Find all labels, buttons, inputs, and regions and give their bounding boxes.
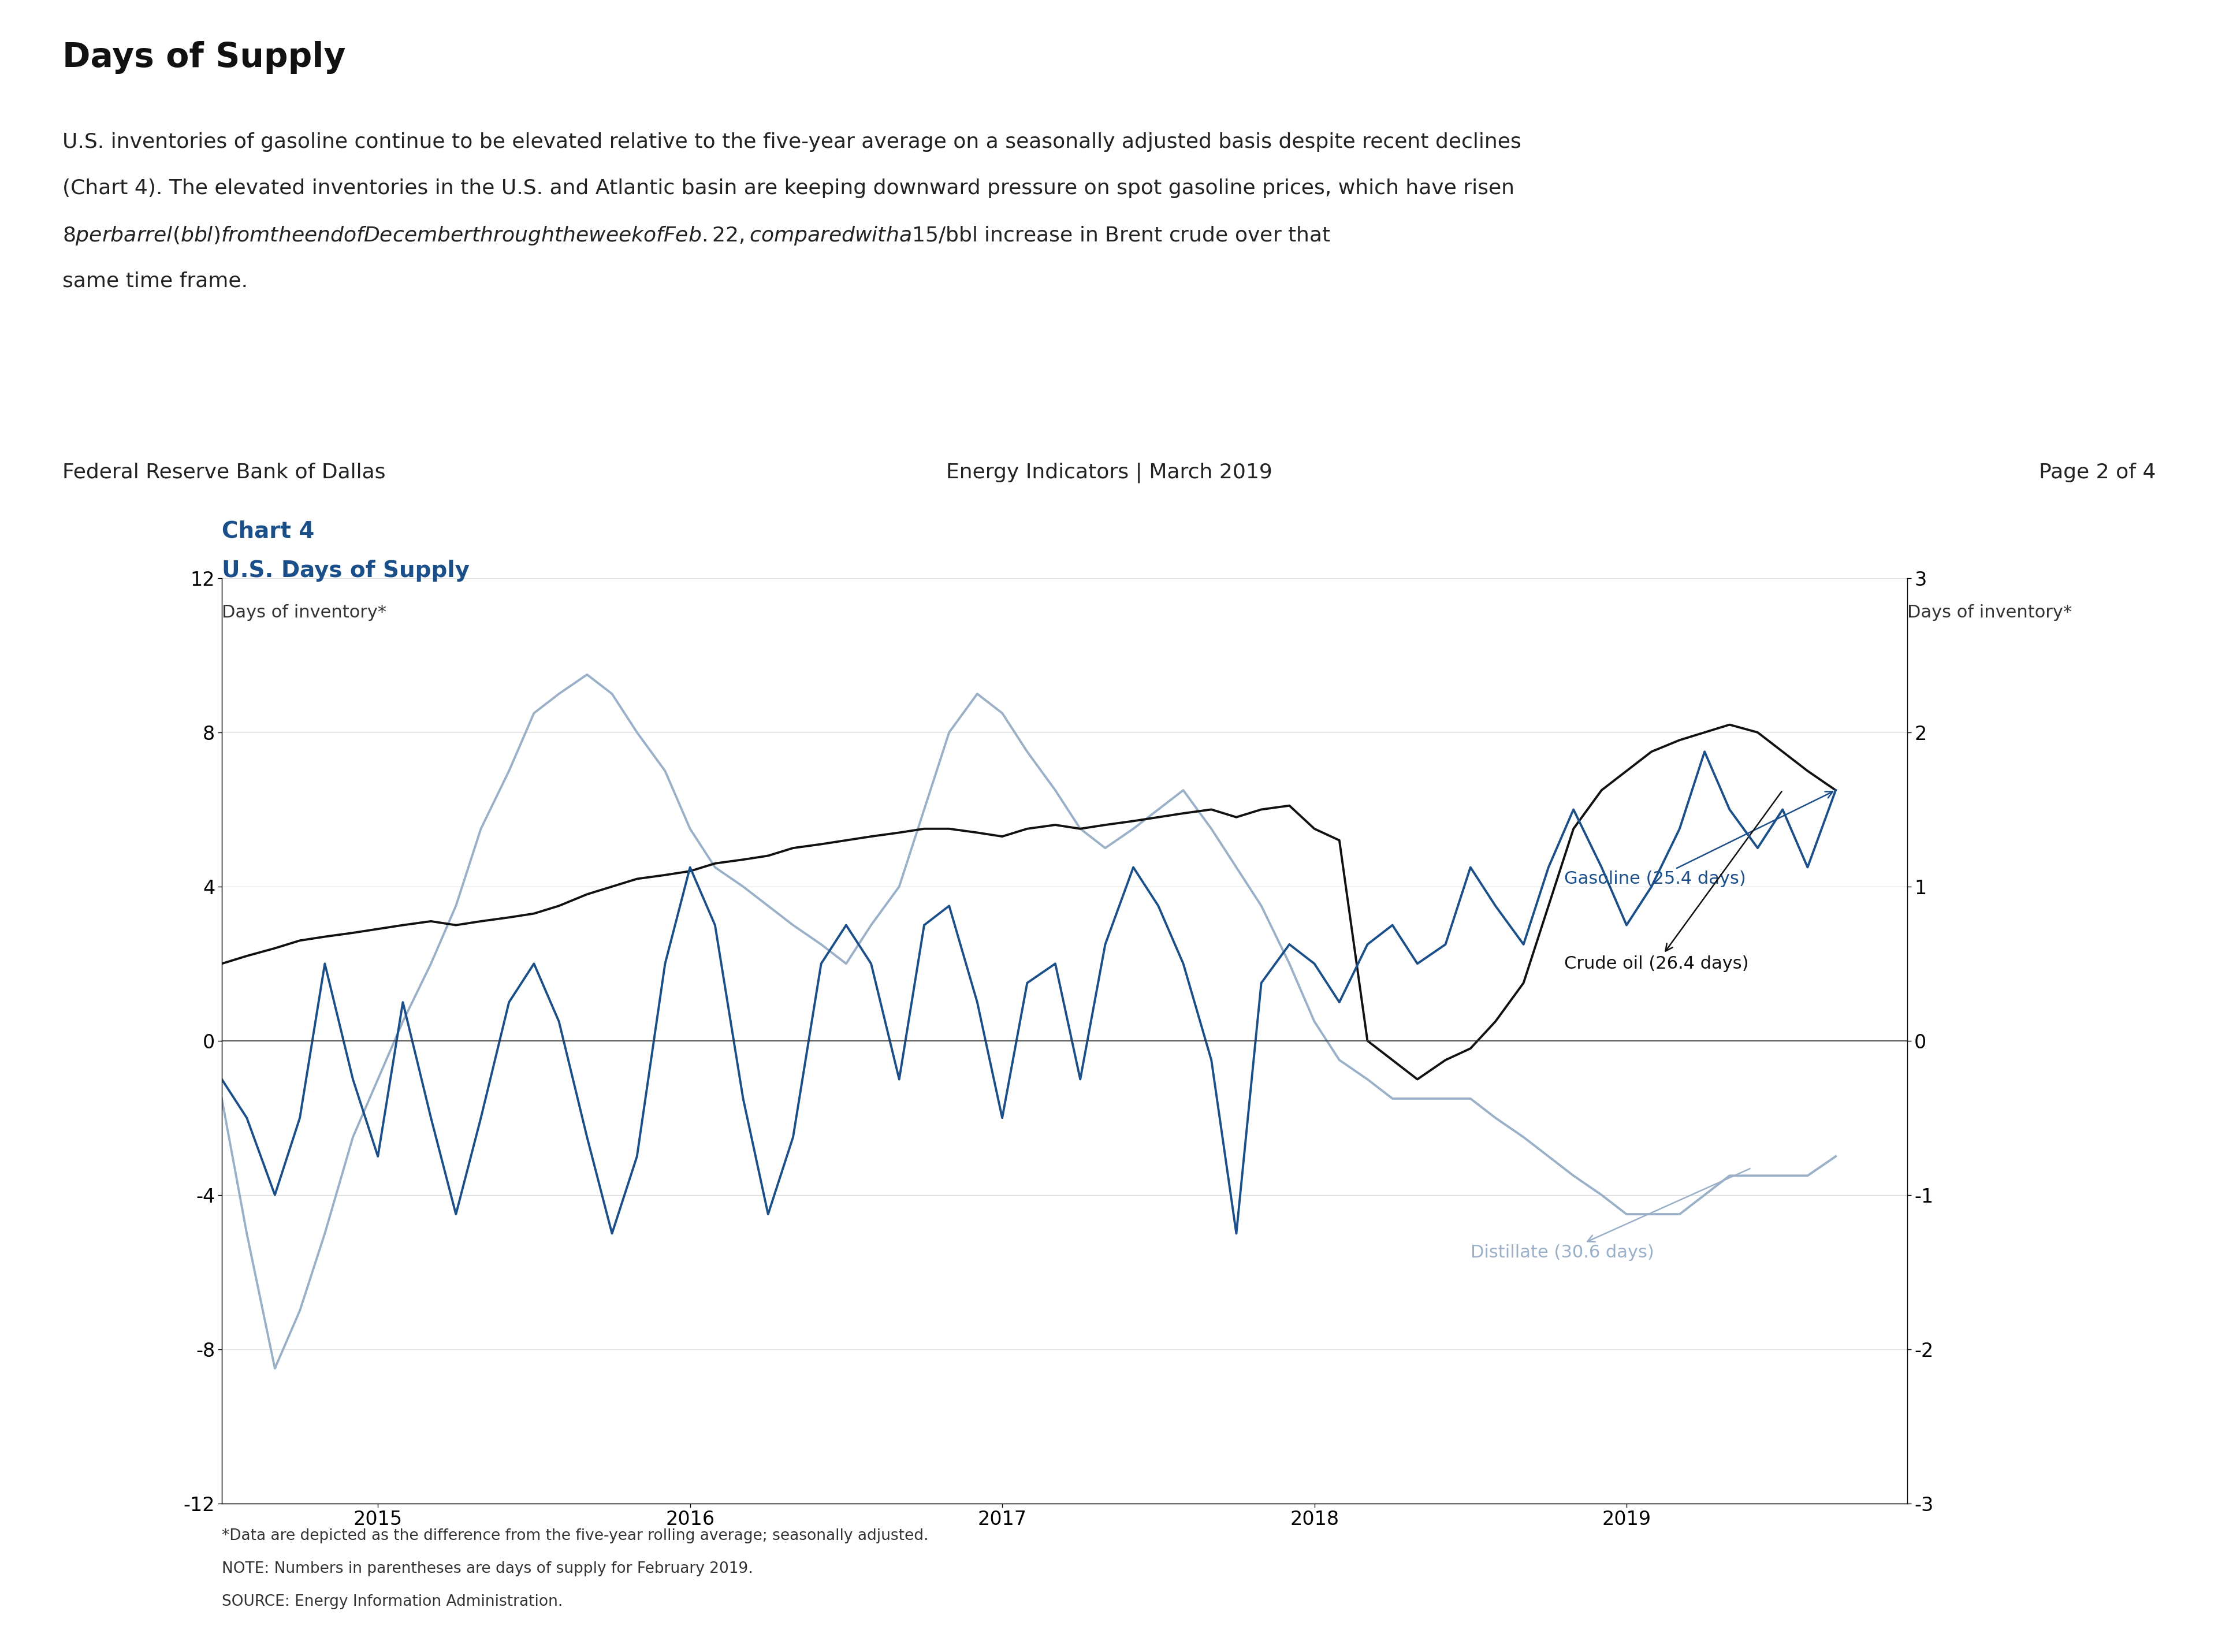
- Text: U.S. inventories of gasoline continue to be elevated relative to the five-year a: U.S. inventories of gasoline continue to…: [62, 132, 1522, 152]
- Text: Days of inventory*: Days of inventory*: [1907, 605, 2072, 621]
- Text: Federal Reserve Bank of Dallas: Federal Reserve Bank of Dallas: [62, 463, 386, 482]
- Text: (Chart 4). The elevated inventories in the U.S. and Atlantic basin are keeping d: (Chart 4). The elevated inventories in t…: [62, 178, 1515, 198]
- Text: same time frame.: same time frame.: [62, 271, 248, 291]
- Text: Crude oil (26.4 days): Crude oil (26.4 days): [1564, 791, 1781, 971]
- Text: Distillate (30.6 days): Distillate (30.6 days): [1471, 1168, 1750, 1260]
- Text: SOURCE: Energy Information Administration.: SOURCE: Energy Information Administratio…: [222, 1594, 563, 1609]
- Text: Chart 4: Chart 4: [222, 520, 315, 542]
- Text: NOTE: Numbers in parentheses are days of supply for February 2019.: NOTE: Numbers in parentheses are days of…: [222, 1561, 754, 1576]
- Text: Days of Supply: Days of Supply: [62, 41, 346, 74]
- Text: $8 per barrel (bbl) from the end of December through the week of Feb. 22, compar: $8 per barrel (bbl) from the end of Dece…: [62, 225, 1331, 246]
- Text: Days of inventory*: Days of inventory*: [222, 605, 386, 621]
- Text: U.S. Days of Supply: U.S. Days of Supply: [222, 560, 470, 582]
- Text: Energy Indicators | March 2019: Energy Indicators | March 2019: [945, 463, 1273, 482]
- Text: *Data are depicted as the difference from the five-year rolling average; seasona: *Data are depicted as the difference fro…: [222, 1528, 929, 1543]
- Text: Gasoline (25.4 days): Gasoline (25.4 days): [1564, 791, 1832, 887]
- Text: Page 2 of 4: Page 2 of 4: [2038, 463, 2156, 482]
